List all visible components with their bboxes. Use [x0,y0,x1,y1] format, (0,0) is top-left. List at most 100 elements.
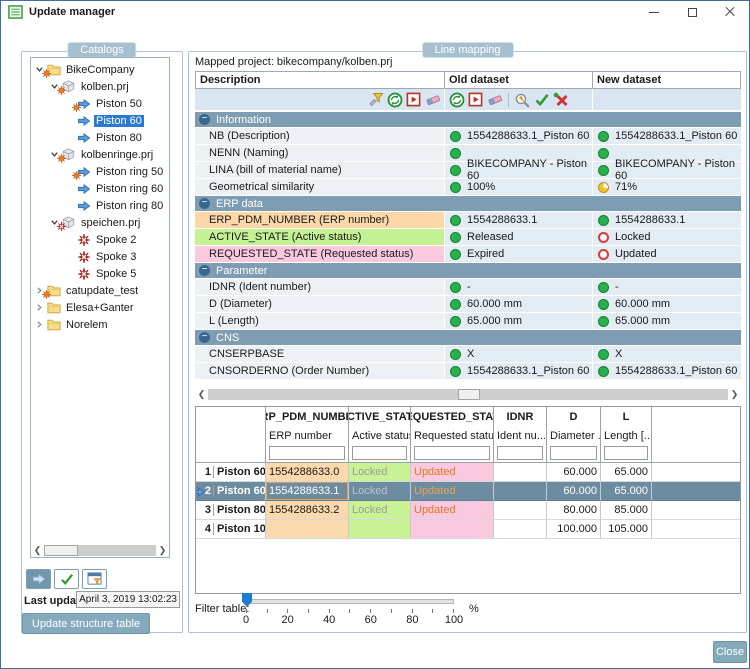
section-header-cns[interactable]: − CNS [195,330,741,345]
tree-item-piston-60[interactable]: Piston 60 [31,112,169,129]
tree-item-piston-ring-50[interactable]: Piston ring 50 [31,163,169,180]
tree-item-piston-80[interactable]: Piston 80 [31,129,169,146]
tree-item-spoke-2[interactable]: Spoke 2 [31,231,169,248]
filter-slider-thumb[interactable] [242,593,252,607]
table-filter-input-active-state[interactable] [352,446,407,460]
run-icon[interactable] [467,91,484,108]
tree-item-kolben-prj[interactable]: kolben.prj [31,78,169,95]
chevron-right-icon[interactable] [34,285,45,296]
table-filter-input-erp-pdm-number[interactable] [269,446,345,460]
scroll-left-icon[interactable]: ❮ [31,544,44,557]
status-green-icon [450,281,461,293]
column-header-description: Description [195,71,445,89]
chevron-right-icon[interactable] [34,302,45,313]
tree-item-catupdate-test[interactable]: catupdate_test [31,282,169,299]
table-filter-input-requested-state[interactable] [414,446,490,460]
filter-slider-track[interactable] [246,599,454,604]
export-table-button[interactable] [82,569,107,589]
filter-cell-l [601,444,652,463]
accept-update-button[interactable] [54,569,79,589]
eraser-icon[interactable] [424,91,441,108]
column-header-requested-state[interactable]: REQUESTED_STATE [411,407,494,427]
scroll-right-icon[interactable]: ❯ [728,388,741,401]
tree-item-piston-ring-80[interactable]: Piston ring 80 [31,197,169,214]
tree-item-bikecompany[interactable]: BikeCompany [31,61,169,78]
table-filter-input-l[interactable] [604,446,648,460]
table-row-piston-60-2[interactable]: 2 Piston 60 1554288633.1 Locked Updated 60.00… [196,482,740,501]
column-subheader-l: Length [... [601,427,652,444]
collapse-icon[interactable]: − [199,198,210,209]
scroll-left-icon[interactable]: ❮ [195,388,208,401]
tree-item-piston-50[interactable]: Piston 50 [31,95,169,112]
row-label: CNSORDERNO (Order Number) [195,363,445,379]
map-line-button[interactable] [26,569,51,589]
corner-cell [196,444,266,463]
scrollbar-thumb[interactable] [457,389,480,400]
mapping-comparison: − Information NB (Description) 1554288633.1… [195,112,741,380]
column-header-active-state[interactable]: ACTIVE_STATE [349,407,411,427]
filter-icon[interactable] [367,91,384,108]
tree-item-kolbenringe-prj[interactable]: kolbenringe.prj [31,146,169,163]
maximize-button[interactable] [673,1,711,23]
column-header-d[interactable]: D [547,407,601,427]
section-header-erp-data[interactable]: − ERP data [195,196,741,211]
tick-mark [266,609,268,613]
corner-cell [196,407,266,427]
tree-item-label: Elesa+Ganter [66,301,134,314]
collapse-icon[interactable]: − [199,114,210,125]
tick-mark [390,609,392,613]
collapse-icon[interactable]: − [199,332,210,343]
status-red-icon [598,231,609,243]
scrollbar-thumb[interactable] [44,545,78,556]
tree-item-label: Piston 50 [96,97,142,110]
column-header-l[interactable]: L [601,407,652,427]
column-header-idnr[interactable]: IDNR [494,407,547,427]
eraser-icon[interactable] [486,91,503,108]
chevron-down-icon[interactable] [49,149,60,160]
table-row-piston-80-3[interactable]: 3 Piston 80 1554288633.2 Locked Updated 80.00… [196,501,740,520]
column-header-erp-pdm-number[interactable]: ERP_PDM_NUMBER [266,407,349,427]
collapse-icon[interactable]: − [199,265,210,276]
section-header-parameter[interactable]: − Parameter [195,263,741,278]
chevron-down-icon[interactable] [49,81,60,92]
tree-item-piston-ring-60[interactable]: Piston ring 60 [31,180,169,197]
tick-mark [308,609,310,613]
status-green-icon [450,231,461,243]
tree-item-spoke-5[interactable]: Spoke 5 [31,265,169,282]
refresh-icon[interactable] [448,91,465,108]
section-header-information[interactable]: − Information [195,112,741,127]
accept-icon[interactable] [533,91,550,108]
cell-idnr [494,520,547,539]
chevron-down-icon[interactable] [49,217,60,228]
part-icon [76,131,91,145]
table-row-piston-60-1[interactable]: 1 Piston 60 1554288633.0 Locked Updated 60.00… [196,463,740,482]
close-window-button[interactable] [711,1,749,23]
column-subheader-requested-state: Requested status [411,427,494,444]
tree-item-speichen-prj[interactable]: speichen.prj [31,214,169,231]
search-mapping-icon[interactable] [514,91,531,108]
status-green-icon [450,214,461,226]
tree-item-label: Piston ring 60 [96,182,164,195]
catalog-icon [42,284,61,299]
scroll-right-icon[interactable]: ❯ [156,544,169,557]
chevron-down-icon[interactable] [34,64,45,75]
tree-item-spoke-3[interactable]: Spoke 3 [31,248,169,265]
table-filter-input-d[interactable] [550,446,597,460]
table-filter-input-idnr[interactable] [497,446,543,460]
new-value: X [593,346,741,362]
run-icon[interactable] [405,91,422,108]
refresh-icon[interactable] [386,91,403,108]
minimize-button[interactable] [635,1,673,23]
chevron-right-icon[interactable] [34,319,45,330]
tree-item-elesa-ganter[interactable]: Elesa+Ganter [31,299,169,316]
update-structure-table-button[interactable]: Update structure table [22,613,150,634]
mapping-row-active-state-active-status: ACTIVE_STATE (Active status) Released Lock… [195,229,741,245]
reject-icon[interactable] [552,91,569,108]
mapping-horizontal-scrollbar[interactable]: ❮ ❯ [195,388,741,401]
tree-item-norelem[interactable]: Norelem [31,316,169,333]
close-button[interactable]: Close [713,641,747,663]
tree-horizontal-scrollbar[interactable]: ❮ ❯ [31,544,169,557]
tree-item-label: Spoke 2 [96,233,137,246]
value-text: 60.000 mm [615,298,671,310]
